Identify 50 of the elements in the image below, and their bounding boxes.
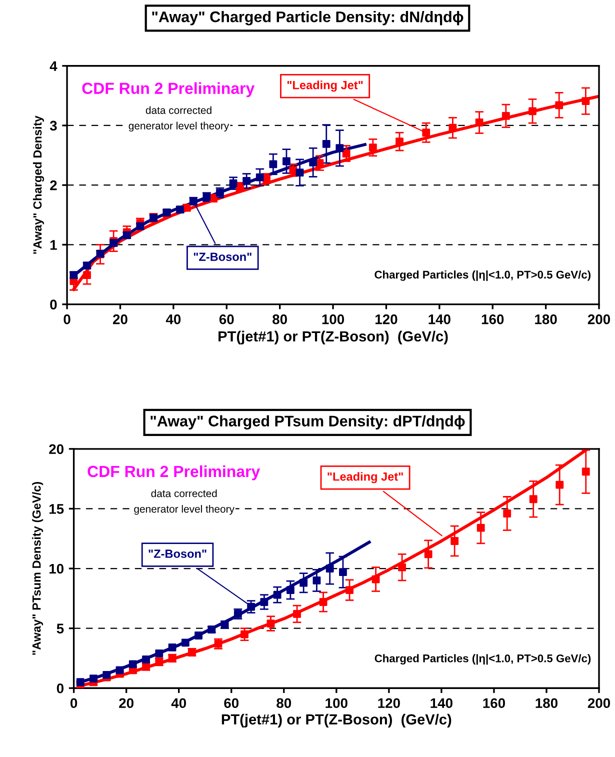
x-tick-label: 40 [171, 698, 186, 708]
annotation: CDF Run 2 Preliminary [88, 465, 260, 480]
annotation: "Z-Boson" [194, 252, 252, 261]
x-tick-label: 0 [64, 314, 70, 324]
annotation: Charged Particles (|η|<1.0, PT>0.5 GeV/c) [374, 654, 591, 665]
y-tick-label: 15 [50, 504, 64, 514]
x-tick-label: 80 [272, 314, 287, 324]
y-tick-label: 4 [50, 61, 58, 71]
x-tick-label: 160 [483, 698, 505, 708]
x-tick-label: 140 [430, 698, 452, 708]
x-tick-label: 200 [588, 314, 610, 324]
x-tick-label: 180 [536, 698, 558, 708]
annotation: generator level theory [128, 122, 230, 132]
y-tick-label: 0 [56, 683, 64, 694]
annotation: data corrected [146, 106, 212, 114]
x-tick-label: 100 [326, 698, 348, 708]
x-tick-label: 100 [322, 314, 344, 324]
y-tick-label: 20 [49, 444, 64, 454]
x-tick-label: 120 [378, 698, 400, 708]
annotation: CDF Run 2 Preliminary [82, 82, 255, 98]
x-tick-label: 120 [376, 314, 398, 324]
annotation: data corrected [151, 489, 217, 498]
annotation: generator level theory [134, 505, 234, 515]
y-axis-title: "Away" PTsum Density (GeV/c) [32, 482, 44, 655]
annotation: Charged Particles (|η|<1.0, PT>0.5 GeV/c) [374, 270, 590, 281]
x-tick-label: 60 [224, 698, 239, 708]
y-tick-label: 2 [50, 180, 57, 190]
annotation: "Leading Jet" [287, 80, 363, 92]
x-axis-title: PT(jet#1) or PT(Z-Boson) (GeV/c) [218, 330, 448, 344]
x-tick-label: 20 [112, 314, 128, 324]
x-tick-label: 80 [276, 698, 292, 708]
y-axis-title: "Away" Charged Density [32, 116, 44, 254]
chart-title: "Away" Charged PTsum Density: dPT/dηdϕ [150, 415, 465, 430]
x-tick-label: 40 [166, 314, 181, 324]
x-tick-label: 200 [588, 698, 610, 708]
y-tick-label: 0 [50, 300, 57, 310]
x-tick-label: 20 [119, 698, 134, 708]
y-tick-label: 1 [50, 240, 57, 250]
chart-title: "Away" Charged Particle Density: dN/dηdϕ [152, 11, 464, 26]
x-axis-title: PT(jet#1) or PT(Z-Boson) (GeV/c) [222, 714, 452, 728]
y-tick-label: 10 [50, 564, 64, 574]
annotation: "Leading Jet" [328, 472, 403, 484]
x-tick-label: 60 [219, 314, 234, 324]
annotation: "Z-Boson" [148, 550, 206, 558]
y-tick-label: 3 [50, 120, 57, 131]
x-tick-label: 0 [70, 698, 78, 708]
x-tick-label: 160 [482, 314, 504, 324]
y-tick-label: 5 [56, 624, 64, 634]
x-tick-label: 140 [428, 314, 450, 324]
x-tick-label: 180 [535, 314, 557, 324]
